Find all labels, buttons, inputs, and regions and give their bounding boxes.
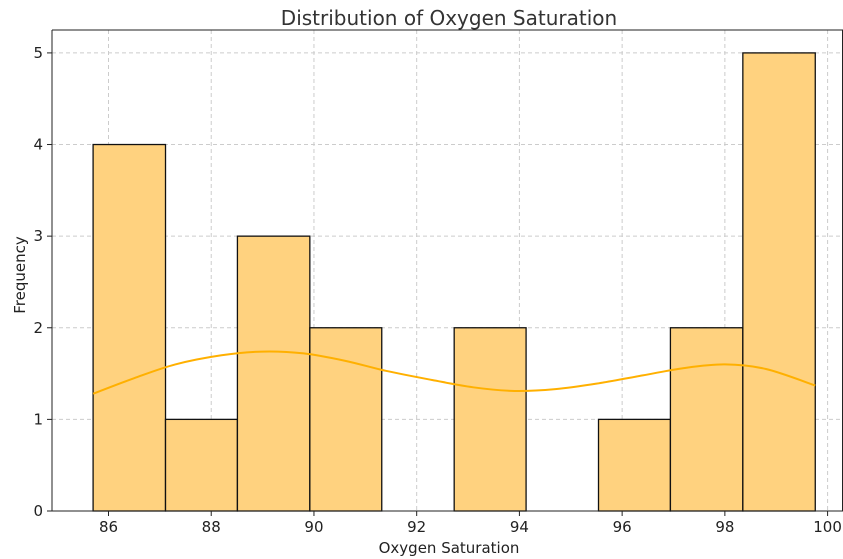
histogram-bar bbox=[309, 327, 383, 512]
x-axis-label: Oxygen Saturation bbox=[379, 539, 520, 557]
x-tick-label: 90 bbox=[304, 518, 323, 536]
y-tick-label: 0 bbox=[33, 502, 43, 520]
histogram-bar bbox=[236, 235, 311, 512]
y-tick-label: 3 bbox=[33, 227, 43, 245]
kde-curve bbox=[92, 350, 816, 395]
chart-title: Distribution of Oxygen Saturation bbox=[281, 6, 617, 30]
x-tick-label: 94 bbox=[510, 518, 529, 536]
histogram-bar bbox=[453, 327, 527, 512]
x-tick-label: 86 bbox=[99, 518, 118, 536]
histogram-bar bbox=[597, 418, 672, 512]
y-tick-label: 5 bbox=[33, 44, 43, 62]
histogram-bar bbox=[92, 143, 167, 512]
histogram-bars bbox=[92, 52, 816, 512]
x-tick-label: 92 bbox=[407, 518, 426, 536]
histogram-bar bbox=[669, 327, 744, 512]
histogram-bar bbox=[164, 418, 239, 512]
x-tick-label: 96 bbox=[613, 518, 632, 536]
y-axis-ticks: 0 1 2 3 4 5 bbox=[33, 44, 52, 520]
x-tick-label: 98 bbox=[715, 518, 734, 536]
y-axis-label: Frequency bbox=[11, 236, 29, 314]
y-tick-label: 2 bbox=[33, 319, 43, 337]
x-tick-label: 88 bbox=[202, 518, 221, 536]
histogram-bar bbox=[742, 52, 816, 512]
y-tick-label: 4 bbox=[33, 136, 43, 154]
x-axis-ticks: 86 88 90 92 94 96 98 100 bbox=[99, 511, 842, 536]
y-tick-label: 1 bbox=[33, 410, 43, 428]
x-tick-label: 100 bbox=[813, 518, 842, 536]
